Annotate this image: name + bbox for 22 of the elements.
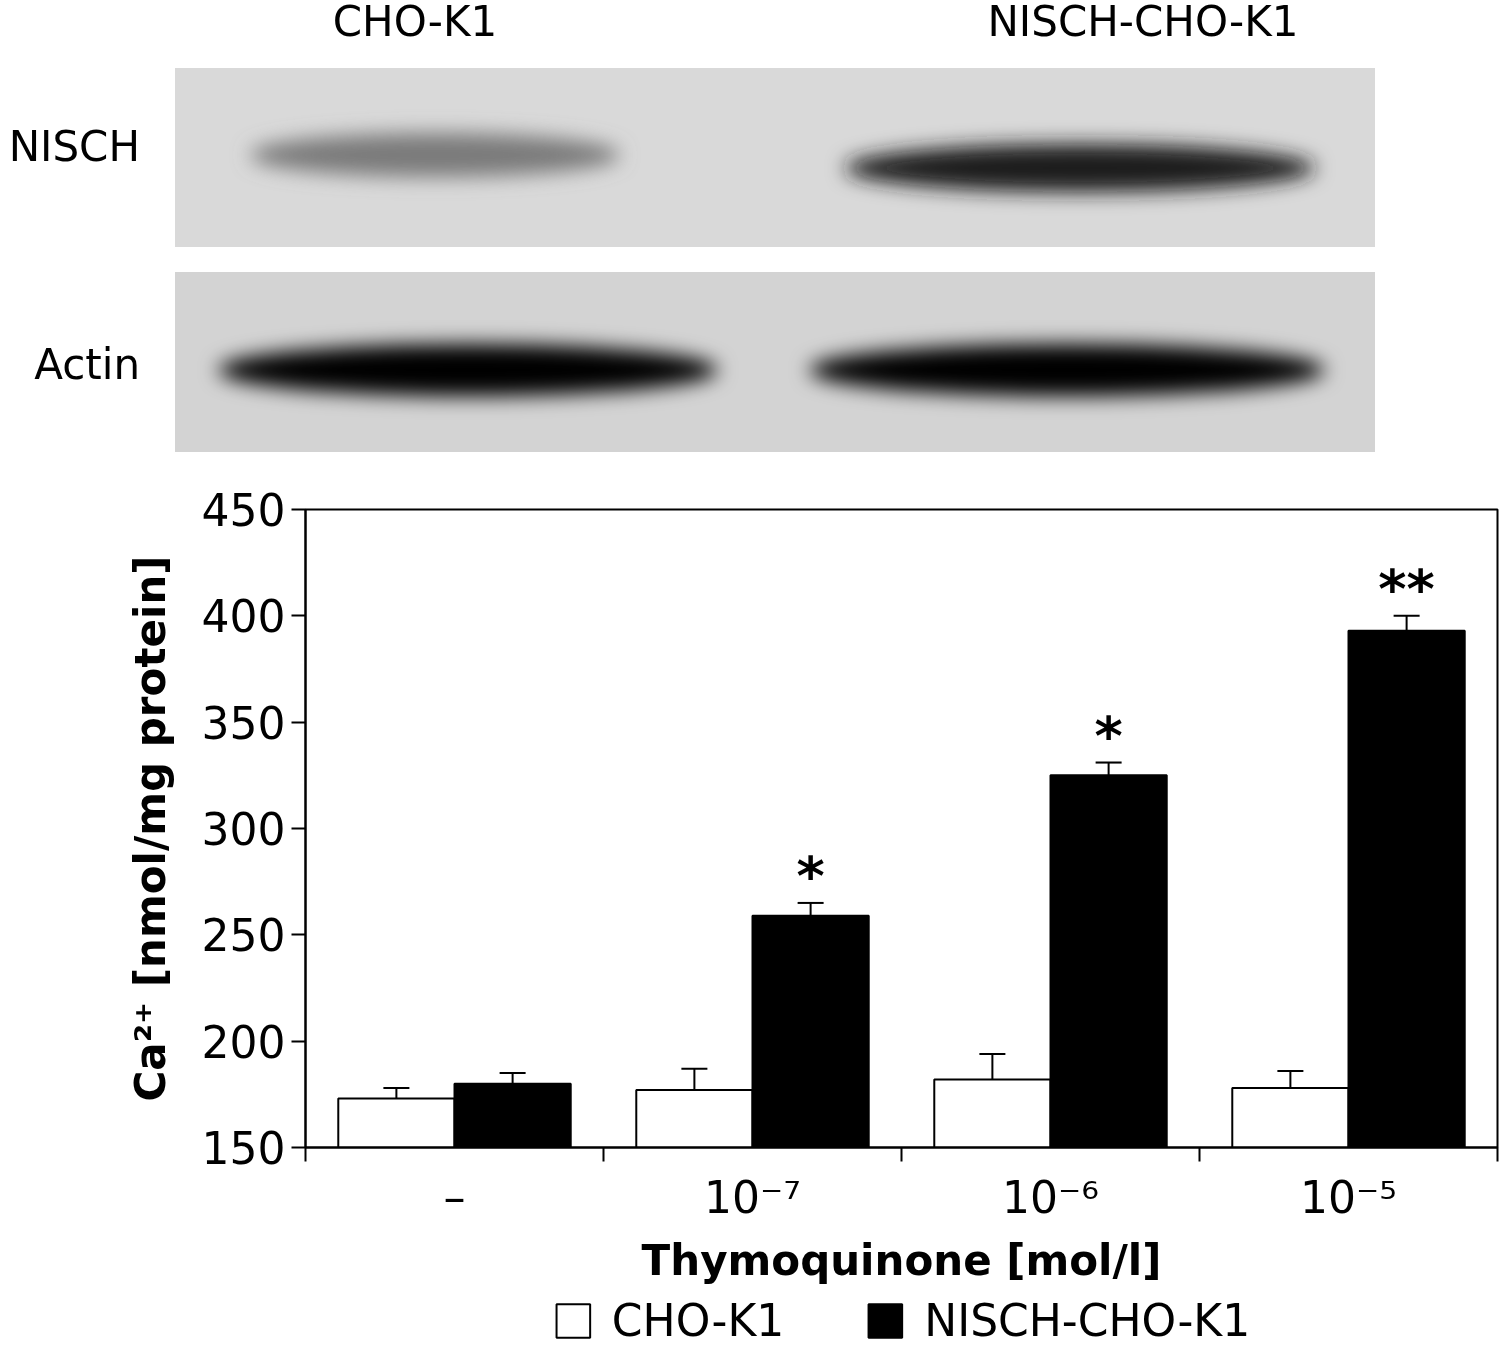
- annotation: *: [1094, 705, 1123, 769]
- y-tick-label: 400: [201, 591, 286, 643]
- legend-label: NISCH-CHO-K1: [924, 1294, 1251, 1346]
- x-tick-label: –: [443, 1171, 466, 1223]
- y-tick-label: 250: [201, 910, 286, 962]
- text: CHO-K1: [332, 0, 498, 46]
- y-tick-label: 300: [201, 804, 286, 855]
- x-tick-label: 10⁻⁷: [704, 1171, 801, 1223]
- y-tick-label: 200: [201, 1016, 286, 1068]
- y-tick-label: 450: [201, 485, 286, 536]
- y-tick-label: 350: [201, 697, 286, 749]
- x-tick-label: 10⁻⁶: [1002, 1171, 1099, 1223]
- annotation: *: [796, 845, 825, 909]
- x-axis-title: Thymoquinone [mol/l]: [641, 1235, 1162, 1285]
- text: NISCH-CHO-K1: [987, 0, 1299, 46]
- annotation: **: [1378, 558, 1435, 622]
- text: Actin: [34, 340, 140, 389]
- y-axis-title: Ca²⁺ [nmol/mg protein]: [125, 555, 175, 1102]
- x-tick-label: 10⁻⁵: [1300, 1171, 1397, 1223]
- y-tick-label: 150: [201, 1123, 286, 1174]
- legend-label: CHO-K1: [611, 1294, 785, 1346]
- text: NISCH: [8, 122, 140, 171]
